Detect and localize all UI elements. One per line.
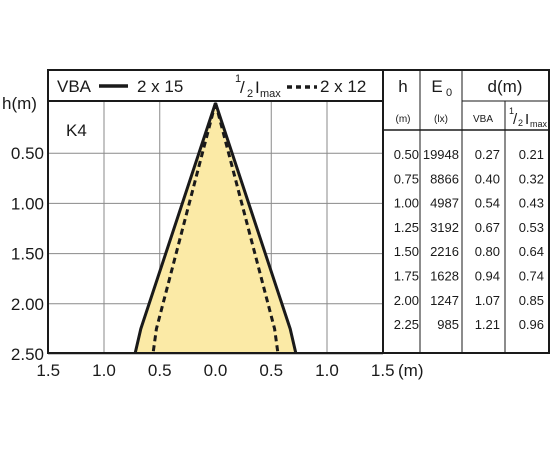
table-cell-h: 2.25 — [394, 317, 419, 332]
table-cell-e0: 4987 — [430, 196, 459, 211]
legend-vba-value: 2 x 15 — [137, 77, 183, 96]
x-tick-label: 1.0 — [315, 361, 339, 380]
vba-line-right-edge — [214, 102, 298, 354]
table-unit-h: (m) — [396, 114, 411, 125]
plot-fill-layer — [135, 103, 296, 353]
x-tick-label: 0.5 — [148, 361, 172, 380]
table-cell-h: 1.00 — [394, 196, 419, 211]
table-cell-vba: 0.67 — [475, 220, 500, 235]
legend-half-num: 1 — [235, 73, 241, 85]
table-unit-imax-sub: max — [530, 119, 548, 129]
table-header-h: h — [398, 77, 407, 96]
table-cell-half-imax: 0.21 — [519, 147, 544, 162]
table-cell-half-imax: 0.85 — [519, 293, 544, 308]
y-tick-label: 1.00 — [11, 194, 44, 213]
x-tick-label: 0.0 — [204, 361, 228, 380]
table-cell-h: 1.25 — [394, 220, 419, 235]
table-unit-imax: I — [525, 111, 529, 128]
table-cell-e0: 1628 — [430, 269, 459, 284]
table-unit-half-slash: / — [513, 111, 518, 128]
x-axis-unit: (m) — [398, 361, 423, 380]
table-cell-vba: 0.54 — [475, 196, 500, 211]
x-tick-labels: 1.5 1.0 0.5 0.0 0.5 1.0 1.5 — [36, 361, 394, 380]
y-tick-labels: 0.50 1.00 1.50 2.00 2.50 — [11, 144, 44, 364]
outer-frame — [47, 69, 550, 354]
plot-lines — [133, 102, 298, 354]
vba-line-left-edge — [133, 102, 217, 354]
y-tick-label: 2.00 — [11, 295, 44, 314]
legend-imax-sub: max — [260, 88, 281, 100]
table-header-e0-sub: 0 — [446, 87, 452, 99]
panel-label: K4 — [66, 121, 87, 140]
table-cell-e0: 1247 — [430, 293, 459, 308]
legend-half-den: 2 — [247, 88, 253, 100]
beam-fill — [135, 103, 296, 353]
frame — [47, 69, 550, 354]
table-cell-vba: 0.27 — [475, 147, 500, 162]
table-header-d: d(m) — [488, 77, 523, 96]
table-unit-vba: VBA — [473, 114, 493, 125]
x-tick-label: 1.0 — [92, 361, 116, 380]
table-cell-half-imax: 0.74 — [519, 269, 544, 284]
legend-imax-main: I — [255, 78, 260, 97]
legend-vba-label: VBA — [57, 77, 92, 96]
table-unit-half-num: 1 — [509, 106, 514, 116]
y-axis-label: h(m) — [2, 94, 37, 113]
table-cell-half-imax: 0.64 — [519, 244, 544, 259]
table-cell-half-imax: 0.53 — [519, 220, 544, 235]
legend-half-slash: / — [240, 78, 245, 97]
table-cell-vba: 1.07 — [475, 293, 500, 308]
x-tick-label: 0.5 — [259, 361, 283, 380]
y-tick-label: 1.50 — [11, 245, 44, 264]
half-imax-line-left-edge — [151, 102, 217, 354]
table-unit-half-den: 2 — [518, 118, 523, 128]
table-cell-h: 0.75 — [394, 171, 419, 186]
table-cell-h: 1.75 — [394, 269, 419, 284]
table-unit-e0: (lx) — [434, 114, 448, 125]
table-cell-half-imax: 0.43 — [519, 196, 544, 211]
table-cell-vba: 0.80 — [475, 244, 500, 259]
legend-imax-value: 2 x 12 — [320, 77, 366, 96]
table-cell-vba: 0.40 — [475, 171, 500, 186]
table-cell-half-imax: 0.32 — [519, 171, 544, 186]
table-cell-h: 1.50 — [394, 244, 419, 259]
table-cell-vba: 0.94 — [475, 269, 500, 284]
table-cell-h: 0.50 — [394, 147, 419, 162]
table-header-e0: E — [431, 77, 442, 96]
table-cell-e0: 8866 — [430, 171, 459, 186]
table-cell-e0: 3192 — [430, 220, 459, 235]
table-cell-e0: 19948 — [423, 147, 459, 162]
x-tick-label: 1.5 — [36, 361, 60, 380]
y-tick-label: 0.50 — [11, 144, 44, 163]
table-cell-vba: 1.21 — [475, 317, 500, 332]
table-cell-e0: 2216 — [430, 244, 459, 259]
table-cell-e0: 985 — [437, 317, 459, 332]
half-imax-line-right-edge — [214, 102, 280, 354]
y-tick-label: 2.50 — [11, 345, 44, 364]
table-cell-half-imax: 0.96 — [519, 317, 544, 332]
x-tick-label: 1.5 — [371, 361, 395, 380]
table-cell-h: 2.00 — [394, 293, 419, 308]
